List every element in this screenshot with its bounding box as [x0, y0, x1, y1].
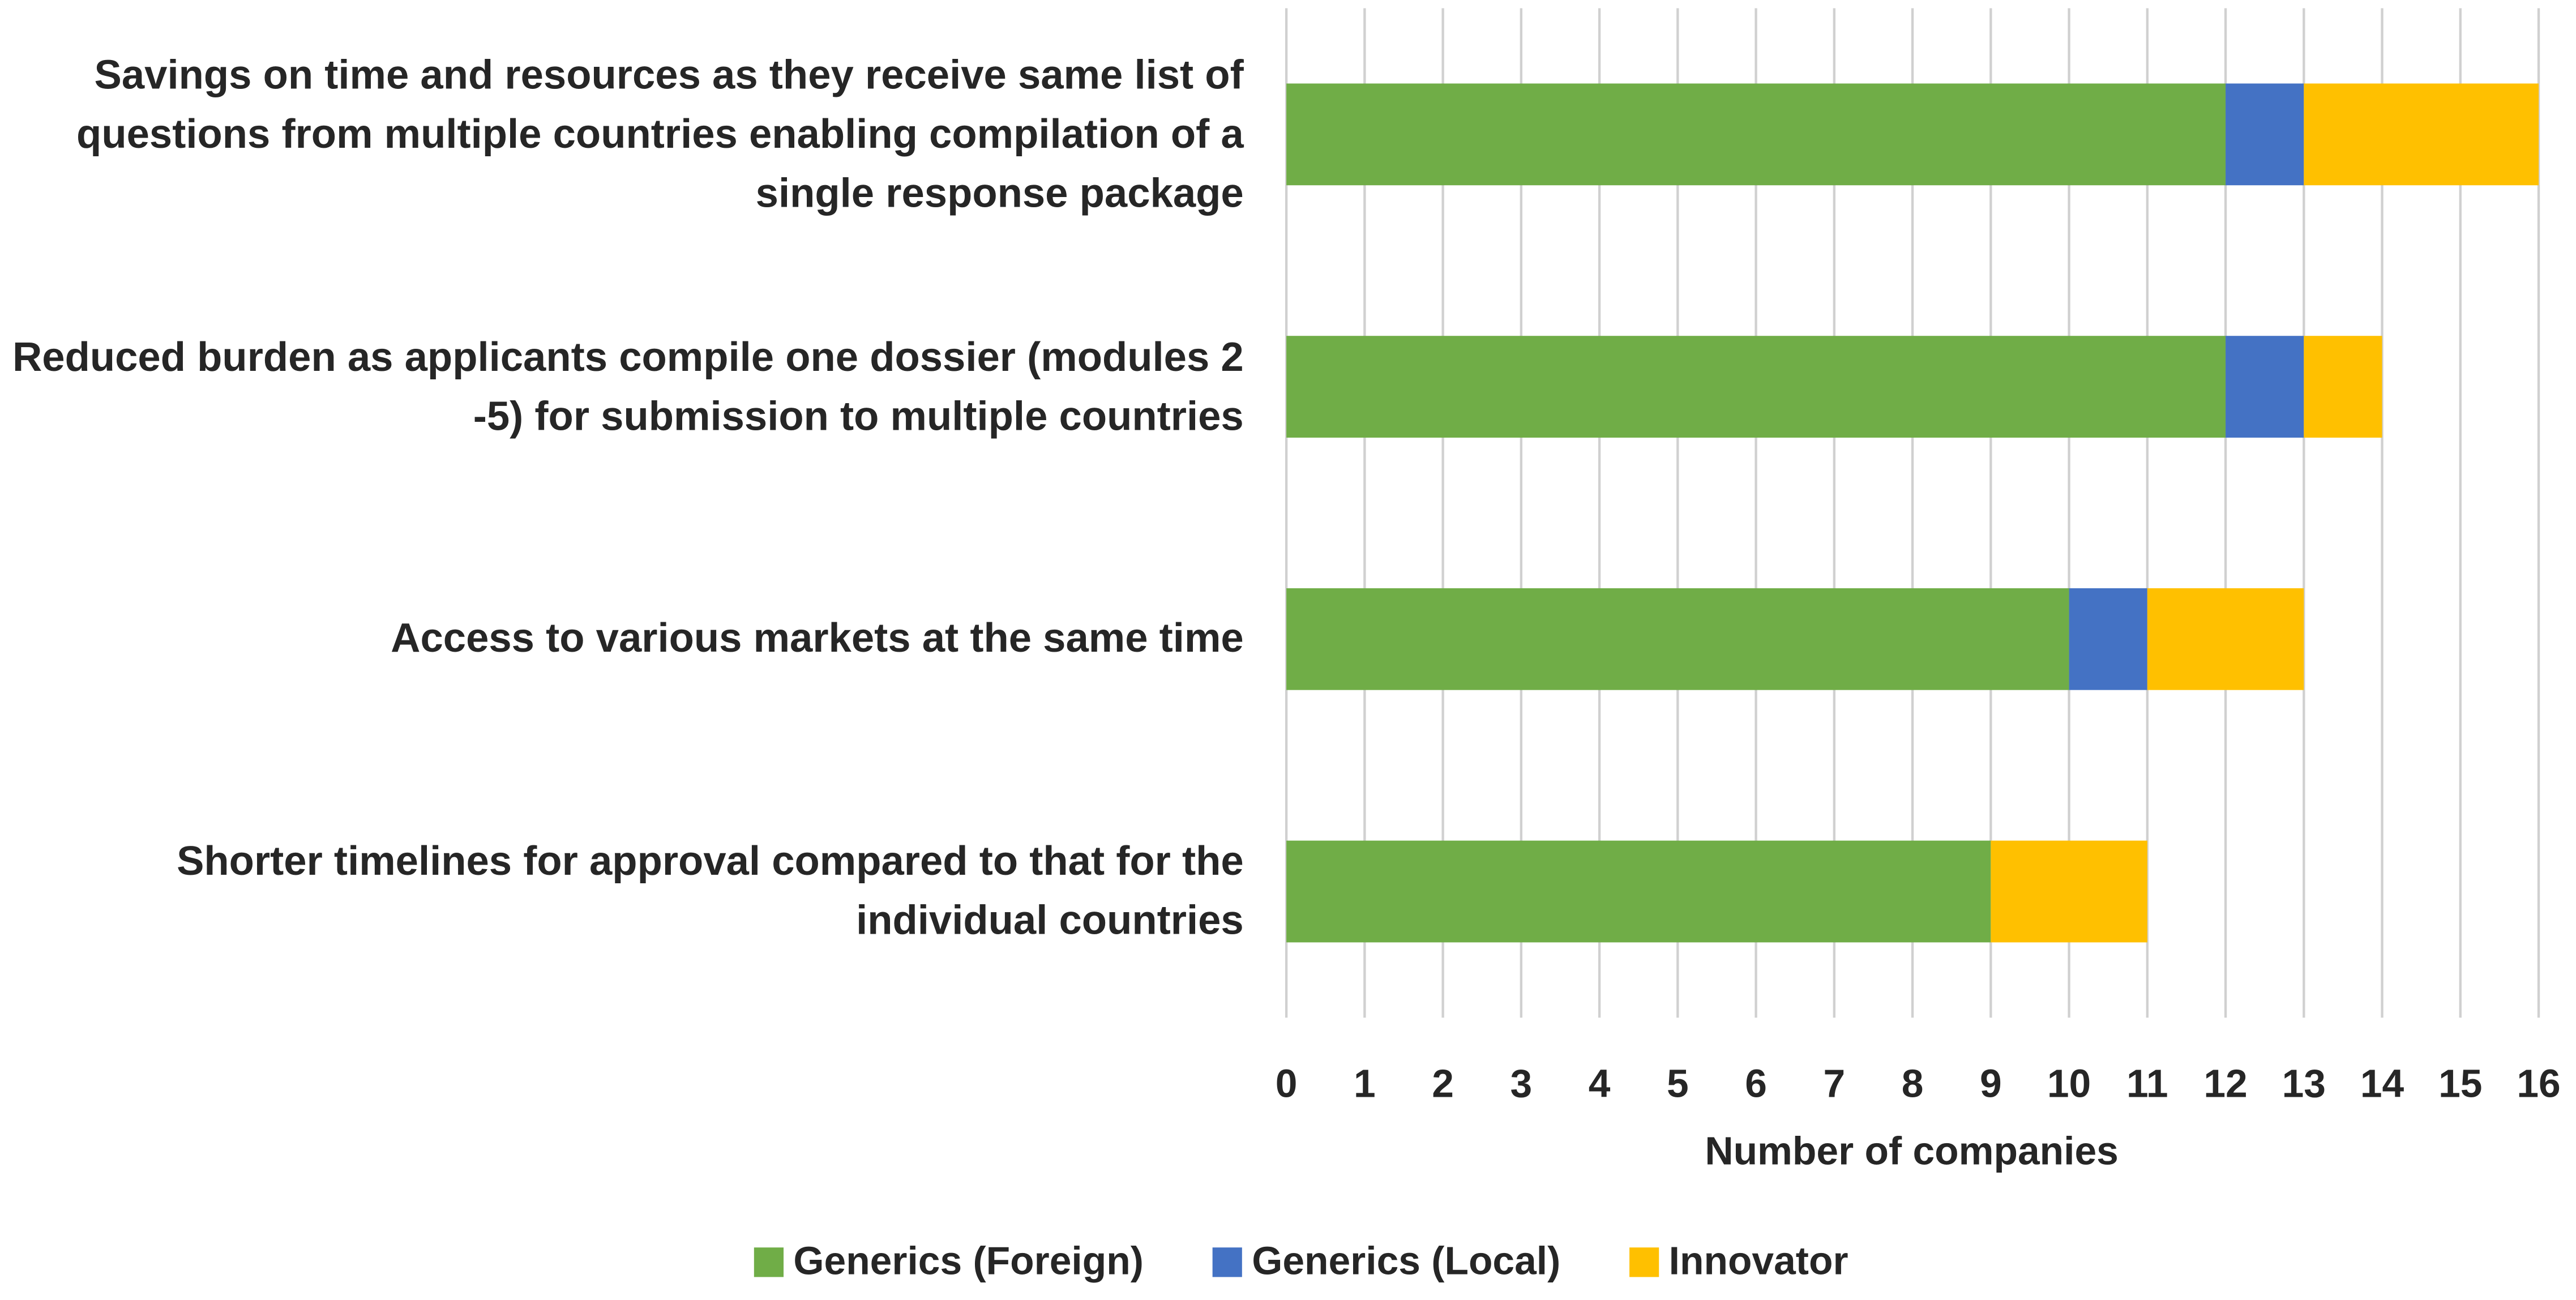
bar-segment [1991, 840, 2147, 943]
bar-segment [1286, 83, 2226, 186]
bar-segment [2069, 588, 2147, 690]
x-tick-label: 8 [1902, 1062, 1924, 1106]
bar-segment [1286, 336, 2226, 438]
y-tick-label: Savings on time and resources as they re… [76, 52, 1244, 217]
x-tick-label: 5 [1667, 1062, 1689, 1106]
bar-segment [1286, 588, 2069, 690]
legend: Generics (Foreign) Generics (Local) Innova… [754, 1239, 1848, 1283]
legend-label: Generics (Foreign) [793, 1239, 1143, 1283]
bar-segment [2304, 336, 2382, 438]
y-tick-label: Access to various markets at the same ti… [391, 616, 1244, 662]
x-tick-label: 15 [2438, 1062, 2482, 1106]
x-tick-label: 14 [2360, 1062, 2404, 1106]
bar-segment [1286, 840, 1991, 943]
x-tick-label: 7 [1823, 1062, 1845, 1106]
legend-swatch [1212, 1247, 1242, 1277]
x-tick-label: 16 [2517, 1062, 2560, 1106]
category-label-box: Access to various markets at the same ti… [391, 616, 1244, 662]
bar-segment [2304, 83, 2539, 186]
x-axis-title: Number of companies [1705, 1128, 2119, 1173]
x-tick-label: 6 [1745, 1062, 1767, 1106]
x-tick-label: 9 [1980, 1062, 2002, 1106]
category-label-box: Reduced burden as applicants compile one… [12, 334, 1244, 439]
legend-swatch [754, 1247, 784, 1277]
bar-segment [2147, 588, 2304, 690]
x-tick-label: 0 [1276, 1062, 1298, 1106]
bar-segment [2226, 336, 2304, 438]
x-tick-label: 2 [1432, 1062, 1454, 1106]
legend-label: Innovator [1669, 1239, 1848, 1283]
x-tick-label: 11 [2126, 1062, 2168, 1106]
y-tick-label: Reduced burden as applicants compile one… [12, 334, 1244, 439]
legend-label: Generics (Local) [1252, 1239, 1560, 1283]
x-tick-label: 1 [1354, 1062, 1376, 1106]
x-tick-label: 13 [2282, 1062, 2326, 1106]
category-label-box: Savings on time and resources as they re… [76, 52, 1244, 217]
x-tick-label: 10 [2047, 1062, 2091, 1106]
category-label-box: Shorter timelines for approval compared … [177, 839, 1244, 944]
x-tick-label: 3 [1510, 1062, 1532, 1106]
legend-swatch [1629, 1247, 1659, 1277]
x-tick-label: 4 [1589, 1062, 1611, 1106]
x-tick-label: 12 [2203, 1062, 2247, 1106]
y-tick-label: Shorter timelines for approval compared … [177, 839, 1244, 944]
bar-segment [2226, 83, 2304, 186]
